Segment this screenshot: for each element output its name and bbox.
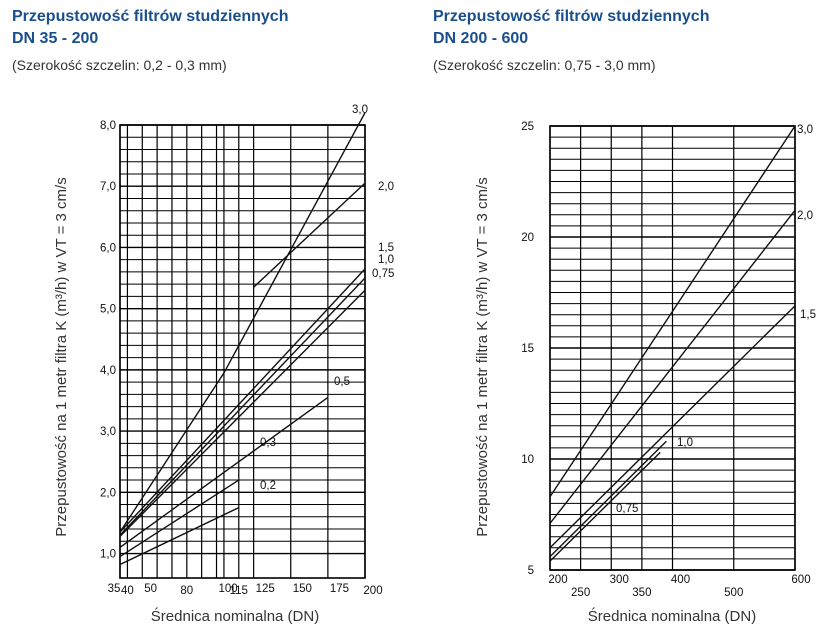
right-chart-subtitle: DN 200 - 600 (433, 30, 529, 47)
left-series-label-6: 0,3 (260, 437, 276, 449)
right-x-tick-label: 400 (671, 574, 690, 586)
right-x-axis-title: Średnica nominalna (DN) (588, 607, 756, 625)
left-series-label-4: 0,75 (372, 268, 394, 280)
right-series-line-0 (549, 125, 796, 498)
left-x-tick-label: 80 (180, 585, 193, 597)
right-x-tick-label: 600 (791, 574, 810, 586)
right-chart-note: (Szerokość szczelin: 0,75 - 3,0 mm) (433, 57, 656, 73)
left-x-axis-title: Średnica nominalna (DN) (151, 607, 319, 625)
left-chart-title: Przepustowość filtrów studziennych (12, 8, 289, 25)
left-x-tick-label: 40 (121, 585, 134, 597)
right-series-line-1 (549, 209, 796, 524)
right-y-tick-label: 25 (521, 121, 534, 133)
right-x-tick-label: 250 (571, 587, 590, 599)
left-plot-frame (119, 124, 366, 579)
right-series-label-1: 2,0 (797, 210, 813, 222)
left-series-line-4 (119, 289, 366, 537)
left-y-tick-label: 2,0 (100, 487, 116, 499)
left-series-label-5: 0,5 (334, 376, 350, 388)
right-y-axis-title: Przepustowość na 1 metr filtra K (m³/h) … (474, 177, 491, 536)
right-plot-frame (549, 125, 796, 571)
left-series-line-5 (119, 396, 329, 548)
right-series-label-0: 3,0 (797, 124, 813, 136)
right-series-label-3: 1,0 (677, 437, 693, 449)
left-y-tick-label: 1,0 (100, 549, 116, 561)
left-chart-subtitle: DN 35 - 200 (12, 30, 99, 47)
left-x-tick-label: 35 (108, 583, 121, 595)
right-series-line-2 (549, 305, 796, 549)
left-series-line-3 (119, 277, 366, 536)
left-x-tick-label: 200 (363, 585, 382, 597)
right-series-line-3 (549, 440, 667, 558)
left-x-tick-label: 100 (219, 583, 238, 595)
left-series-label-2: 1,5 (378, 242, 394, 254)
right-x-tick-label: 200 (548, 574, 567, 586)
right-series-line-4 (549, 451, 661, 562)
left-series-line-2 (119, 268, 366, 533)
right-y-tick-label: 15 (521, 343, 534, 355)
left-y-tick-label: 6,0 (100, 242, 116, 254)
left-x-tick-label: 50 (144, 583, 157, 595)
left-series-label-1: 2,0 (378, 181, 394, 193)
left-x-tick-label: 150 (293, 583, 312, 595)
right-series-label-2: 1,5 (800, 309, 816, 321)
right-chart-title: Przepustowość filtrów studziennych (433, 8, 710, 25)
right-x-tick-label: 500 (724, 587, 743, 599)
right-y-tick-label: 5 (528, 565, 534, 577)
right-series-label-4: 0,75 (616, 503, 638, 515)
left-y-tick-label: 7,0 (100, 181, 116, 193)
left-series-line-1 (253, 182, 366, 288)
left-series-line-0 (119, 112, 366, 533)
left-y-axis-title: Przepustowość na 1 metr filtra K (m³/h) … (53, 177, 70, 536)
left-x-tick-label: 125 (256, 583, 275, 595)
left-y-tick-label: 5,0 (100, 304, 116, 316)
right-y-tick-label: 10 (521, 454, 534, 466)
left-chart-note: (Szerokość szczelin: 0,2 - 0,3 mm) (12, 57, 227, 73)
left-series-line-7 (119, 506, 240, 566)
left-x-tick-label: 115 (230, 585, 248, 597)
right-x-tick-label: 300 (610, 574, 629, 586)
left-y-tick-label: 3,0 (100, 426, 116, 438)
right-y-tick-label: 20 (521, 232, 534, 244)
left-y-tick-label: 4,0 (100, 365, 116, 377)
left-series-label-0: 3,0 (352, 104, 368, 116)
left-series-label-7: 0,2 (260, 480, 276, 492)
left-x-tick-label: 175 (330, 583, 349, 595)
left-y-tick-label: 8,0 (100, 120, 116, 132)
left-series-label-3: 1,0 (378, 254, 394, 266)
right-x-tick-label: 350 (632, 587, 651, 599)
left-series-line-6 (119, 479, 240, 558)
